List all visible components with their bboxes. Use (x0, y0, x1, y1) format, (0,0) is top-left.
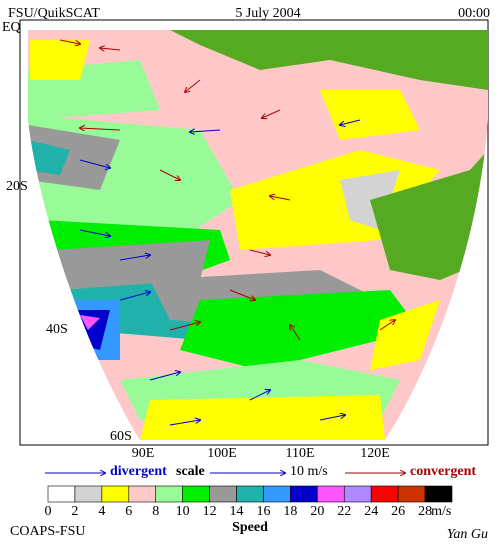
divergent-label: divergent (110, 464, 167, 479)
lat-label: 40S (46, 322, 68, 337)
colorbar-tick-label: 14 (230, 504, 244, 519)
colorbar-tick-label: 12 (203, 504, 217, 519)
colorbar-cell (182, 485, 210, 503)
colorbar-tick-label: 24 (364, 504, 378, 519)
colorbar-tick-label: 18 (283, 504, 297, 519)
colorbar-cell (47, 485, 76, 503)
map-frame (19, 19, 489, 446)
header-center: 5 July 2004 (235, 6, 300, 21)
colorbar-cell (397, 485, 426, 503)
colorbar-tick-label: 2 (71, 504, 78, 519)
colorbar-cell (74, 485, 103, 503)
colorbar-cell (101, 485, 130, 503)
colorbar-tick-label: 10 (176, 504, 190, 519)
lon-label: 110E (285, 446, 314, 461)
colorbar-cell (263, 485, 291, 503)
colorbar-label: Speed (232, 520, 268, 535)
footer-right: Yan Gu (447, 527, 488, 542)
colorbar-tick-label: 28 (418, 504, 432, 519)
scale-value: 10 m/s (290, 464, 328, 479)
lon-label: 100E (207, 446, 237, 461)
colorbar-tick-label: 16 (256, 504, 270, 519)
colorbar-cell (236, 485, 264, 503)
colorbar-cell (370, 485, 399, 503)
lon-label: 90E (132, 446, 155, 461)
lat-label: EQ (2, 20, 21, 35)
header-right: 00:00 (458, 6, 490, 21)
colorbar-cell (343, 485, 372, 503)
colorbar-tick-label: 26 (391, 504, 405, 519)
colorbar: 0 2 4 6 8 10 12 14 16 18 20 22 24 26 28 m/s (45, 485, 453, 519)
colorbar-tick-label: 8 (152, 504, 159, 519)
colorbar-cell (317, 485, 345, 503)
colorbar-tick-label: 4 (98, 504, 105, 519)
colorbar-cell (209, 485, 237, 503)
colorbar-unit: m/s (431, 504, 451, 519)
colorbar-tick-label: 20 (310, 504, 324, 519)
colorbar-tick-label: 6 (125, 504, 132, 519)
lat-label: 20S (6, 179, 28, 194)
map-field (28, 30, 488, 440)
convergent-label: convergent (410, 464, 476, 479)
colorbar-cell (128, 485, 157, 503)
colorbar-tick-label: 22 (337, 504, 351, 519)
colorbar-cell (424, 485, 453, 503)
lat-label: 60S (110, 429, 132, 444)
colorbar-cell (155, 485, 183, 503)
colorbar-tick-label: 0 (45, 504, 52, 519)
lon-label: 120E (360, 446, 390, 461)
scale-label: scale (176, 464, 205, 479)
footer-left: COAPS-FSU (10, 524, 85, 539)
header-left: FSU/QuikSCAT (8, 6, 100, 21)
wind-vectors (59, 39, 395, 426)
colorbar-cell (290, 485, 318, 503)
